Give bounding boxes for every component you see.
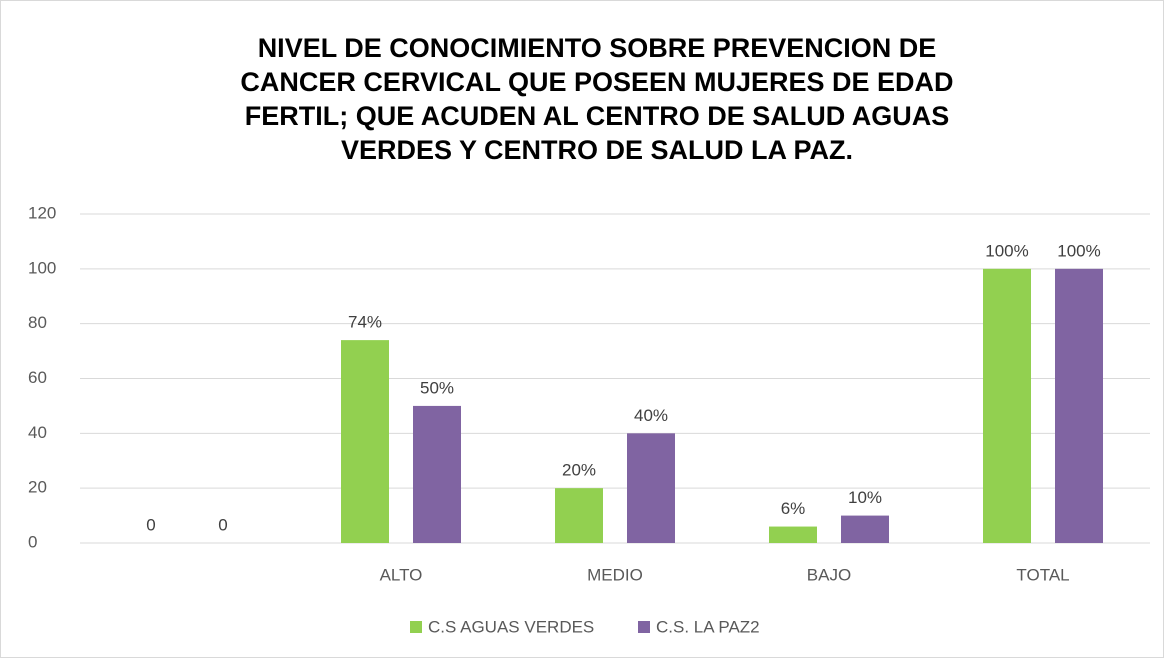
chart-title: VERDES Y CENTRO DE SALUD LA PAZ. <box>341 135 853 165</box>
data-label: 50% <box>420 378 454 397</box>
data-label: 40% <box>634 406 668 425</box>
y-tick-label: 100 <box>28 258 56 277</box>
bar <box>413 405 461 543</box>
x-tick-label: MEDIO <box>587 565 643 584</box>
x-tick-label: BAJO <box>807 565 851 584</box>
bar <box>841 515 889 543</box>
data-label: 6% <box>781 499 806 518</box>
y-tick-label: 0 <box>28 532 37 551</box>
legend-label: C.S. LA PAZ2 <box>656 617 760 636</box>
data-label: 74% <box>348 313 382 332</box>
y-tick-label: 20 <box>28 478 47 497</box>
data-label: 100% <box>985 241 1028 260</box>
x-tick-label: ALTO <box>380 565 423 584</box>
bar <box>555 488 603 543</box>
bar <box>983 268 1031 543</box>
legend-label: C.S AGUAS VERDES <box>428 617 594 636</box>
bar <box>341 340 389 543</box>
chart-title: CANCER CERVICAL QUE POSEEN MUJERES DE ED… <box>240 67 953 97</box>
y-tick-label: 120 <box>28 203 56 222</box>
x-tick-label: TOTAL <box>1016 565 1069 584</box>
bar <box>627 433 675 543</box>
y-tick-label: 80 <box>28 313 47 332</box>
chart-title: NIVEL DE CONOCIMIENTO SOBRE PREVENCION D… <box>258 33 937 63</box>
data-label: 0 <box>146 515 155 534</box>
y-tick-label: 60 <box>28 368 47 387</box>
bar <box>769 526 817 543</box>
bar <box>1055 268 1103 543</box>
legend-swatch <box>638 621 650 633</box>
data-label: 0 <box>218 515 227 534</box>
data-label: 10% <box>848 488 882 507</box>
legend-swatch <box>410 621 422 633</box>
data-label: 100% <box>1057 241 1100 260</box>
chart-title: FERTIL; QUE ACUDEN AL CENTRO DE SALUD AG… <box>245 101 950 131</box>
y-tick-label: 40 <box>28 423 47 442</box>
data-label: 20% <box>562 461 596 480</box>
